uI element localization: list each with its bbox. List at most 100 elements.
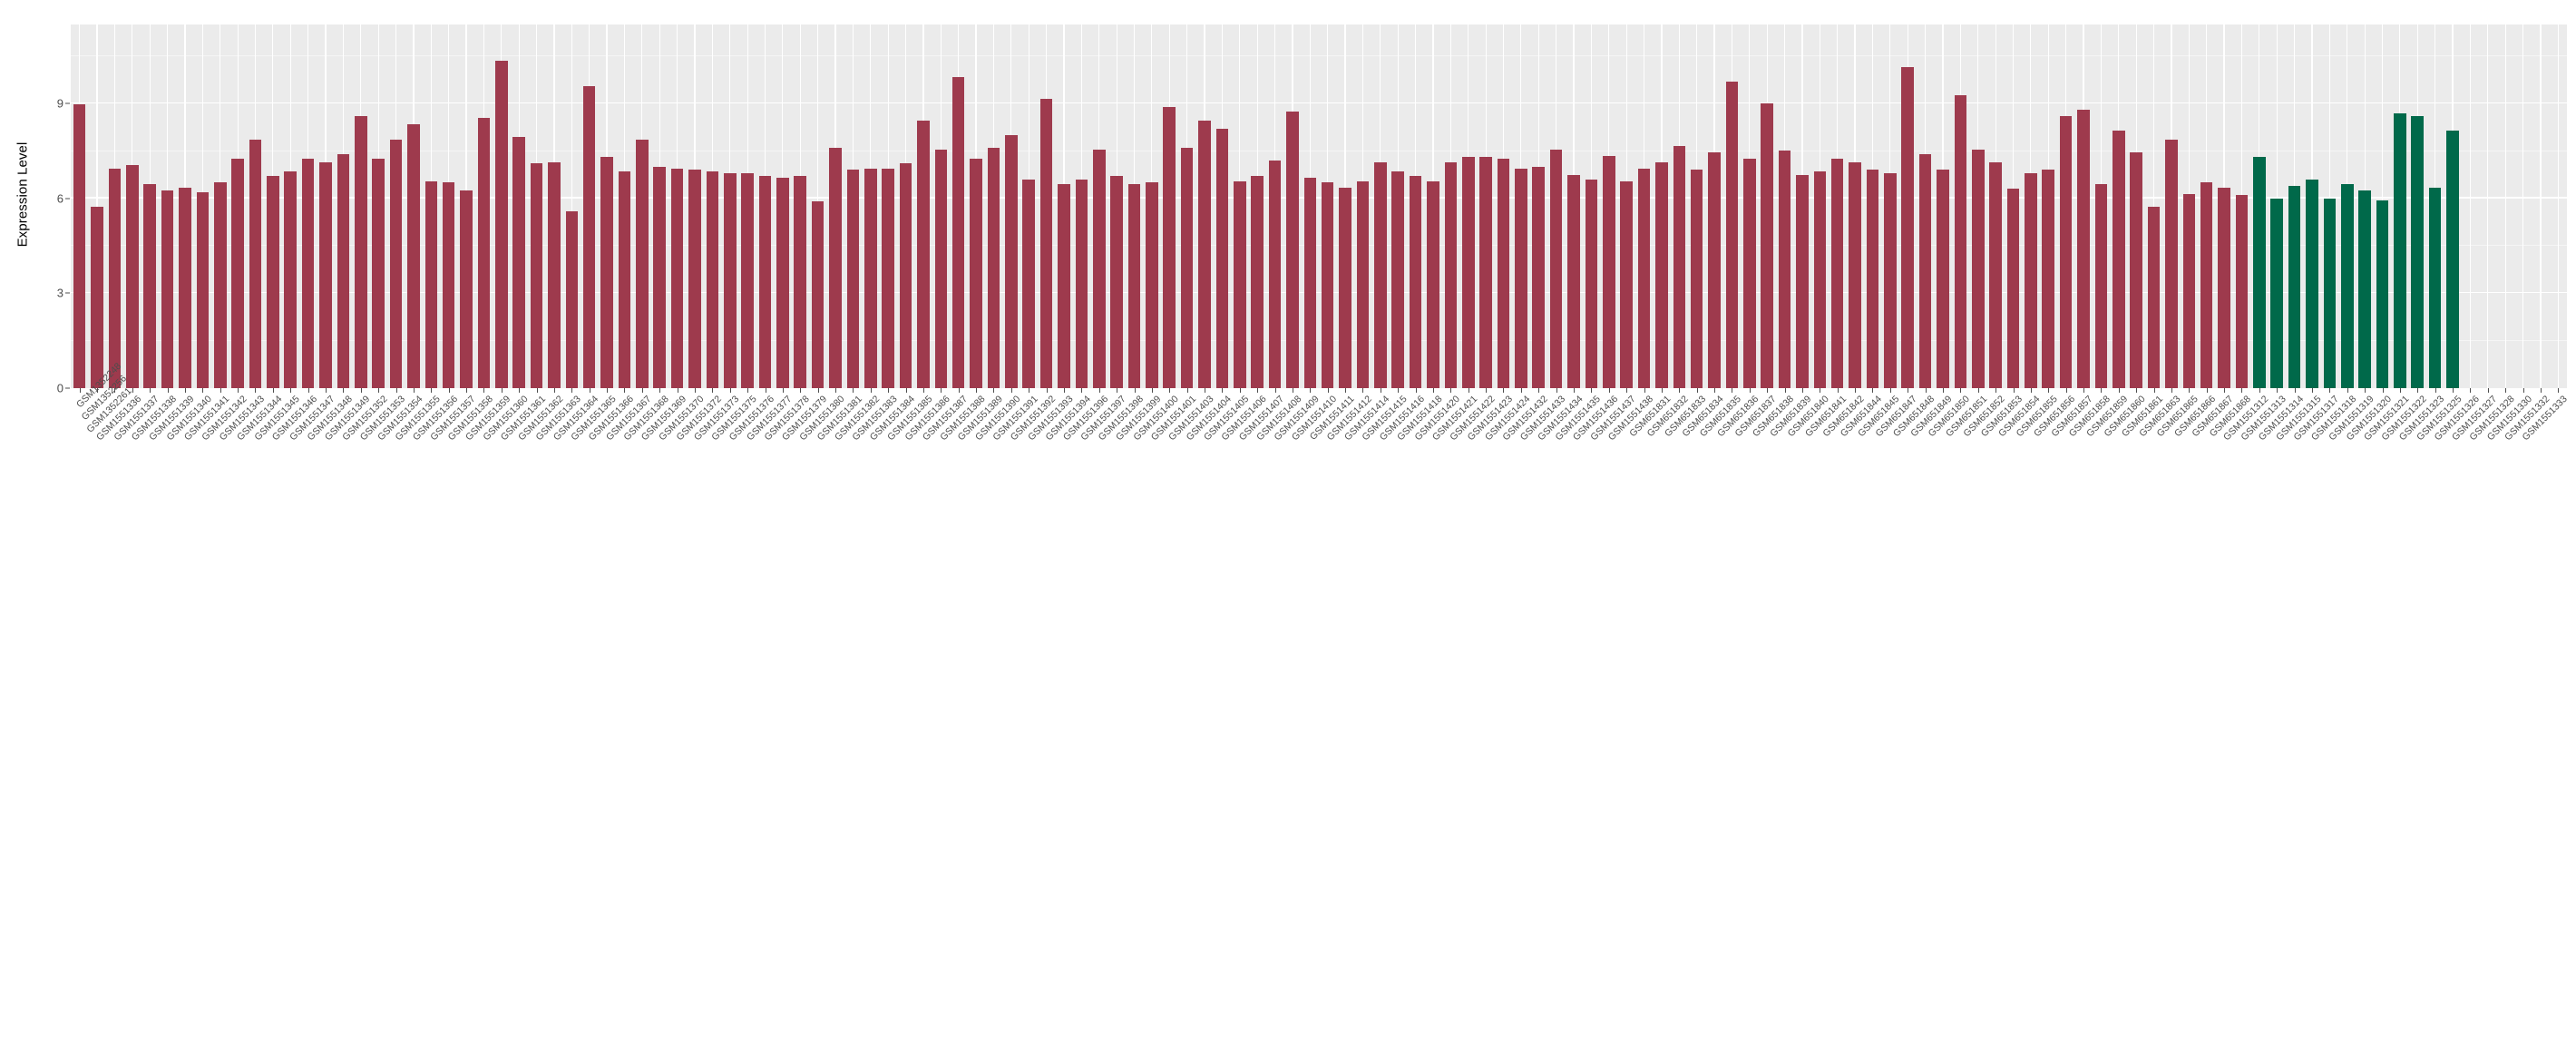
bar[interactable] — [1321, 182, 1334, 388]
bar[interactable] — [1849, 161, 1861, 388]
bar[interactable] — [1251, 176, 1264, 388]
bar[interactable] — [1971, 149, 1985, 388]
bar[interactable] — [2200, 182, 2213, 388]
bar[interactable] — [2165, 140, 2178, 388]
bar[interactable] — [2376, 200, 2389, 388]
bar[interactable] — [1127, 184, 1141, 388]
bar[interactable] — [1549, 149, 1563, 388]
bar[interactable] — [1725, 81, 1739, 388]
bar[interactable] — [1620, 180, 1633, 388]
bar[interactable] — [319, 161, 332, 388]
bar[interactable] — [2025, 172, 2037, 388]
bar[interactable] — [1918, 153, 1932, 388]
bar[interactable] — [917, 121, 930, 388]
bar[interactable] — [2113, 130, 2125, 388]
bar[interactable] — [1163, 106, 1176, 388]
bar[interactable] — [1813, 171, 1827, 388]
bar[interactable] — [600, 157, 613, 388]
bar[interactable] — [126, 165, 139, 388]
bar[interactable] — [670, 168, 684, 388]
bar[interactable] — [811, 201, 825, 388]
bar[interactable] — [301, 159, 315, 388]
bar[interactable] — [2235, 195, 2249, 388]
bar[interactable] — [2182, 193, 2196, 388]
bar[interactable] — [776, 178, 789, 388]
bar[interactable] — [284, 171, 298, 388]
bar[interactable] — [108, 168, 122, 388]
bar[interactable] — [512, 136, 525, 388]
bar[interactable] — [1479, 157, 1492, 388]
bar[interactable] — [2130, 152, 2142, 388]
bar[interactable] — [1989, 161, 2002, 388]
bar[interactable] — [2042, 170, 2055, 388]
bar[interactable] — [741, 172, 754, 388]
bar[interactable] — [1303, 178, 1317, 388]
bar[interactable] — [477, 117, 491, 388]
bar[interactable] — [723, 172, 737, 388]
bar[interactable] — [1215, 129, 1229, 388]
bar[interactable] — [1655, 161, 1668, 388]
bar[interactable] — [1022, 179, 1035, 388]
bar[interactable] — [1058, 184, 1070, 388]
bar[interactable] — [2394, 112, 2406, 388]
bar[interactable] — [1567, 174, 1580, 388]
bar[interactable] — [899, 163, 912, 388]
bar[interactable] — [1444, 161, 1458, 388]
bar[interactable] — [1690, 170, 1703, 388]
bar[interactable] — [1286, 111, 1299, 388]
bar[interactable] — [1039, 98, 1053, 388]
bar[interactable] — [2270, 198, 2283, 388]
bar[interactable] — [1391, 171, 1404, 388]
bar[interactable] — [882, 168, 894, 388]
bar[interactable] — [1075, 179, 1088, 388]
bar[interactable] — [1637, 168, 1651, 388]
bar[interactable] — [2340, 184, 2354, 388]
bar[interactable] — [1708, 152, 1721, 388]
bar[interactable] — [2428, 187, 2442, 388]
bar[interactable] — [1796, 174, 1809, 388]
bar[interactable] — [2358, 190, 2371, 388]
bar[interactable] — [337, 153, 350, 388]
bar[interactable] — [1146, 182, 1158, 388]
bar[interactable] — [372, 159, 385, 388]
bar[interactable] — [1409, 176, 1422, 388]
bar[interactable] — [2446, 130, 2459, 388]
bar[interactable] — [1234, 180, 1246, 388]
bar[interactable] — [1497, 159, 1510, 388]
bar[interactable] — [196, 191, 210, 388]
bar[interactable] — [565, 210, 579, 388]
bar[interactable] — [1180, 148, 1194, 388]
bar[interactable] — [1866, 170, 1879, 388]
bar[interactable] — [2253, 157, 2266, 388]
bar[interactable] — [179, 187, 191, 388]
bar[interactable] — [1830, 159, 1844, 388]
bar[interactable] — [864, 168, 877, 388]
bar[interactable] — [636, 140, 649, 388]
bar[interactable] — [1461, 157, 1475, 388]
bar[interactable] — [794, 176, 807, 388]
bar[interactable] — [951, 76, 965, 388]
bar[interactable] — [1374, 161, 1387, 388]
bar[interactable] — [829, 148, 842, 388]
bar[interactable] — [1110, 176, 1123, 388]
bar[interactable] — [1427, 180, 1439, 388]
bar[interactable] — [2006, 189, 2020, 388]
bar[interactable] — [161, 190, 174, 388]
bar[interactable] — [389, 140, 403, 388]
bar[interactable] — [249, 140, 262, 388]
bar[interactable] — [495, 61, 508, 388]
bar[interactable] — [213, 182, 227, 388]
bar[interactable] — [548, 161, 561, 388]
bar[interactable] — [460, 190, 473, 388]
bar[interactable] — [1515, 168, 1527, 388]
bar[interactable] — [2323, 198, 2337, 388]
bar[interactable] — [1198, 121, 1211, 388]
bar[interactable] — [2288, 185, 2301, 388]
bar[interactable] — [354, 116, 367, 388]
bar[interactable] — [2094, 184, 2108, 388]
bar[interactable] — [706, 171, 719, 388]
bar[interactable] — [2218, 187, 2230, 388]
bar[interactable] — [1673, 146, 1686, 388]
bar[interactable] — [2077, 110, 2090, 388]
bar[interactable] — [934, 149, 948, 388]
